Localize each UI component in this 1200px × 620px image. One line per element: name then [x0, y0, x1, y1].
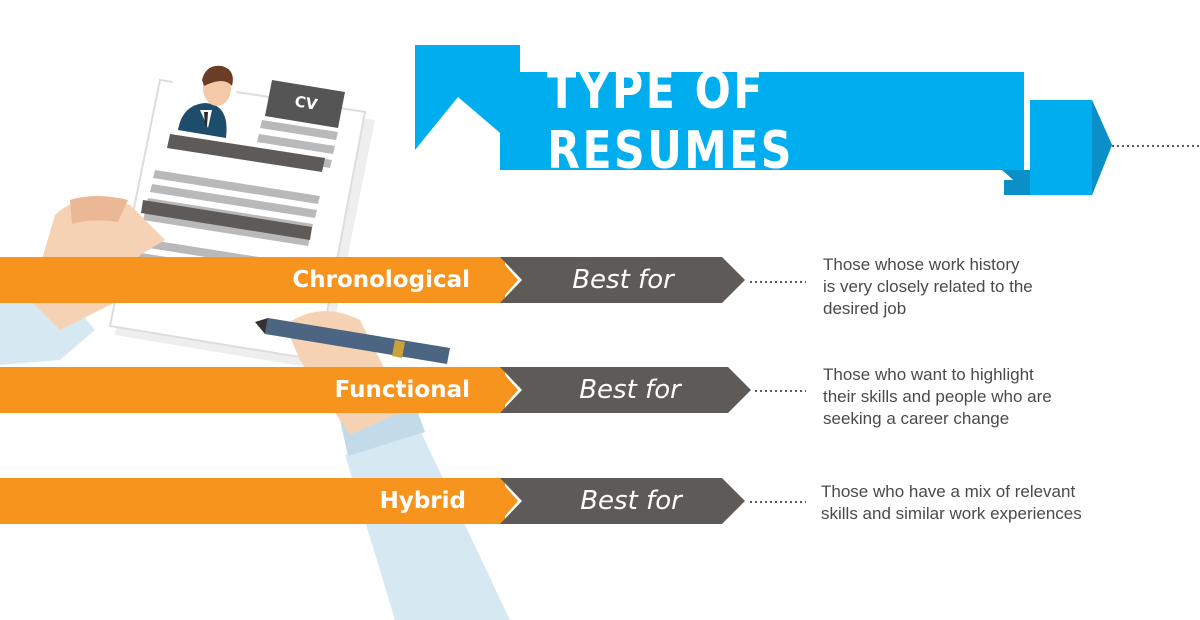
leader-lines — [750, 145, 1200, 503]
row-hybrid-graphic — [0, 478, 745, 524]
right-arm-sleeve — [345, 430, 510, 620]
best-for-label-chronological: Best for — [572, 265, 674, 295]
row-chronological-graphic — [0, 257, 745, 303]
row-functional-graphic — [0, 367, 751, 413]
resume-type-hybrid: Hybrid — [379, 488, 466, 514]
pen-icon — [255, 318, 450, 364]
resume-type-functional: Functional — [334, 377, 470, 403]
person-icon — [178, 65, 233, 138]
best-for-label-hybrid: Best for — [580, 486, 682, 516]
resume-type-chronological: Chronological — [292, 267, 470, 293]
description-hybrid: Those who have a mix of relevant skills … — [821, 482, 1082, 523]
description-chronological: Those whose work history is very closely… — [823, 255, 1033, 318]
page-title: TYPE OF RESUMES — [547, 61, 794, 181]
description-functional: Those who want to highlight their skills… — [823, 365, 1052, 428]
best-for-label-functional: Best for — [579, 375, 681, 405]
title-banner — [415, 45, 1112, 195]
